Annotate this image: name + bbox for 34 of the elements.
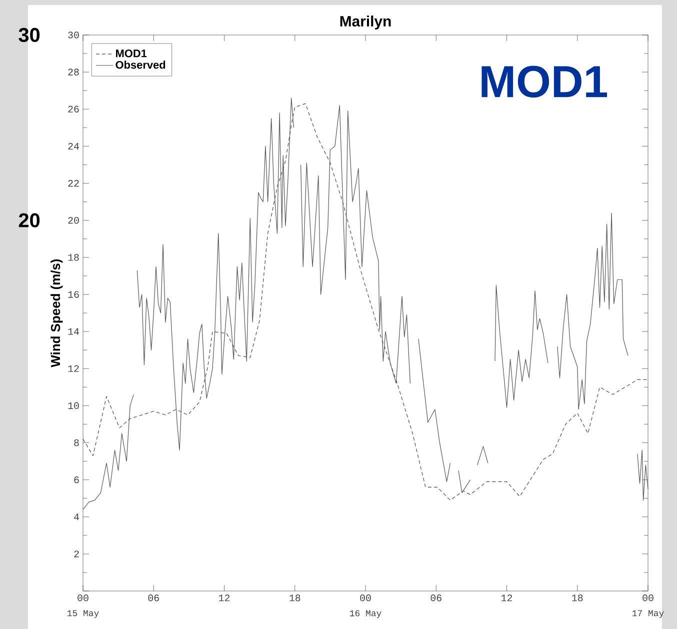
y-tick-label: 14 (68, 328, 79, 335)
text: 20 (18, 213, 40, 228)
x-tick-label: 00 (642, 594, 654, 602)
y-tick-label: 6 (74, 476, 79, 484)
x-tick-label: 06 (430, 594, 442, 602)
y-tick-label: 28 (68, 68, 79, 76)
y-tick-label: 4 (74, 514, 79, 520)
x-tick-label: 00 (78, 594, 88, 602)
y-tick-label: 2 (74, 550, 79, 558)
text: 16 May (350, 610, 382, 618)
text: 30 (18, 28, 40, 42)
x-tick-label: 18 (572, 594, 583, 602)
y-tick-label: 16 (68, 291, 79, 298)
legend-label: Observed (116, 60, 166, 69)
text: 15 May (68, 610, 99, 618)
y-tick-label: 24 (68, 142, 79, 150)
annotation: MOD1 (482, 66, 607, 98)
y-tick-label: 8 (74, 439, 79, 446)
y-tick-label: 22 (68, 180, 79, 187)
legend-label: MOD1 (116, 50, 147, 58)
x-tick-label: 12 (218, 594, 230, 602)
x-tick-label: 18 (290, 594, 300, 602)
chart-title: Marilyn (340, 16, 391, 30)
y-tick-label: 20 (68, 216, 79, 224)
y-tick-label: 26 (68, 106, 79, 113)
y-tick-label: 10 (68, 402, 79, 410)
text: 17 May (632, 610, 664, 618)
x-tick-label: 00 (360, 594, 371, 602)
x-tick-label: 12 (501, 594, 512, 602)
x-tick-label: 06 (148, 594, 159, 602)
y-tick-label: 12 (68, 365, 79, 372)
y-tick-label: 30 (68, 32, 79, 38)
y-tick-label: 18 (68, 254, 79, 261)
y-axis-title: Wind Speed (m/s) (50, 259, 63, 368)
